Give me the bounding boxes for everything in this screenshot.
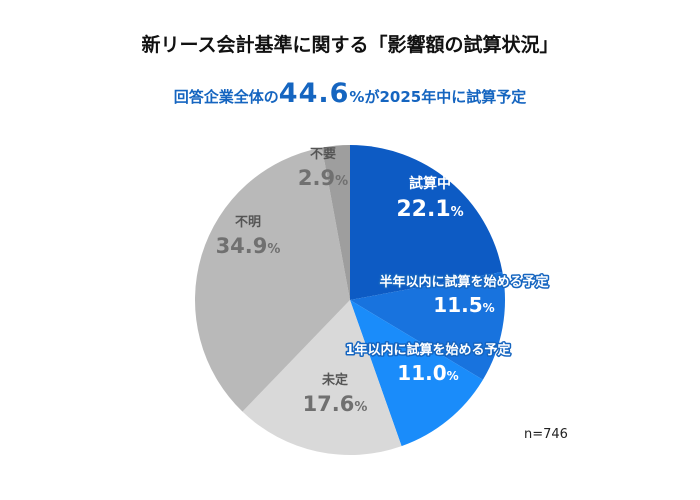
slice-label-group-3: 1年以内に試算を始める予定 11.0% — [344, 341, 512, 386]
slice-label-group-5: 不明 34.9% — [216, 215, 281, 258]
slice-label-5: 不明 — [235, 215, 261, 230]
sample-size-label: n=746 — [524, 427, 568, 442]
pie-slice-3 — [350, 300, 483, 447]
slice-label-group-1: 試算中 22.1% — [396, 175, 463, 222]
slice-value-2: 11.5% — [433, 293, 494, 317]
slice-label-2: 半年以内に試算を始める予定 — [379, 274, 548, 290]
slice-value-3: 11.0% — [397, 361, 458, 385]
pie-slice-6 — [321, 145, 350, 300]
slice-value-6: 2.9% — [298, 166, 348, 190]
pie-slice-2 — [350, 271, 505, 380]
slice-value-1: 22.1% — [396, 197, 463, 222]
chart-title: 新リース会計基準に関する「影響額の試算状況」 — [141, 34, 559, 56]
slice-value-4: 17.6% — [303, 392, 368, 416]
pie-slice-4 — [242, 300, 402, 455]
slice-label-group-4: 未定 17.6% — [303, 372, 368, 416]
chart-subtitle: 回答企業全体の44.6%が2025年中に試算予定 — [0, 78, 700, 109]
subtitle-value: 44.6 — [278, 78, 350, 109]
pie-slice-5 — [194, 147, 350, 412]
slice-label-group-2: 半年以内に試算を始める予定 11.5% — [378, 273, 550, 318]
subtitle-prefix: 回答企業全体の — [173, 88, 279, 106]
slice-label-4: 未定 — [321, 372, 348, 388]
slice-label-1: 試算中 — [409, 175, 451, 192]
slice-label-group-6: 不要 2.9% — [298, 147, 348, 190]
subtitle-suffix: が2025年中に試算予定 — [364, 88, 527, 106]
pie-slice-1 — [350, 145, 503, 300]
slice-label-3: 1年以内に試算を始める予定 — [345, 342, 510, 358]
subtitle-unit: % — [349, 88, 365, 106]
slice-value-5: 34.9% — [216, 234, 281, 258]
slice-label-6: 不要 — [310, 147, 336, 162]
